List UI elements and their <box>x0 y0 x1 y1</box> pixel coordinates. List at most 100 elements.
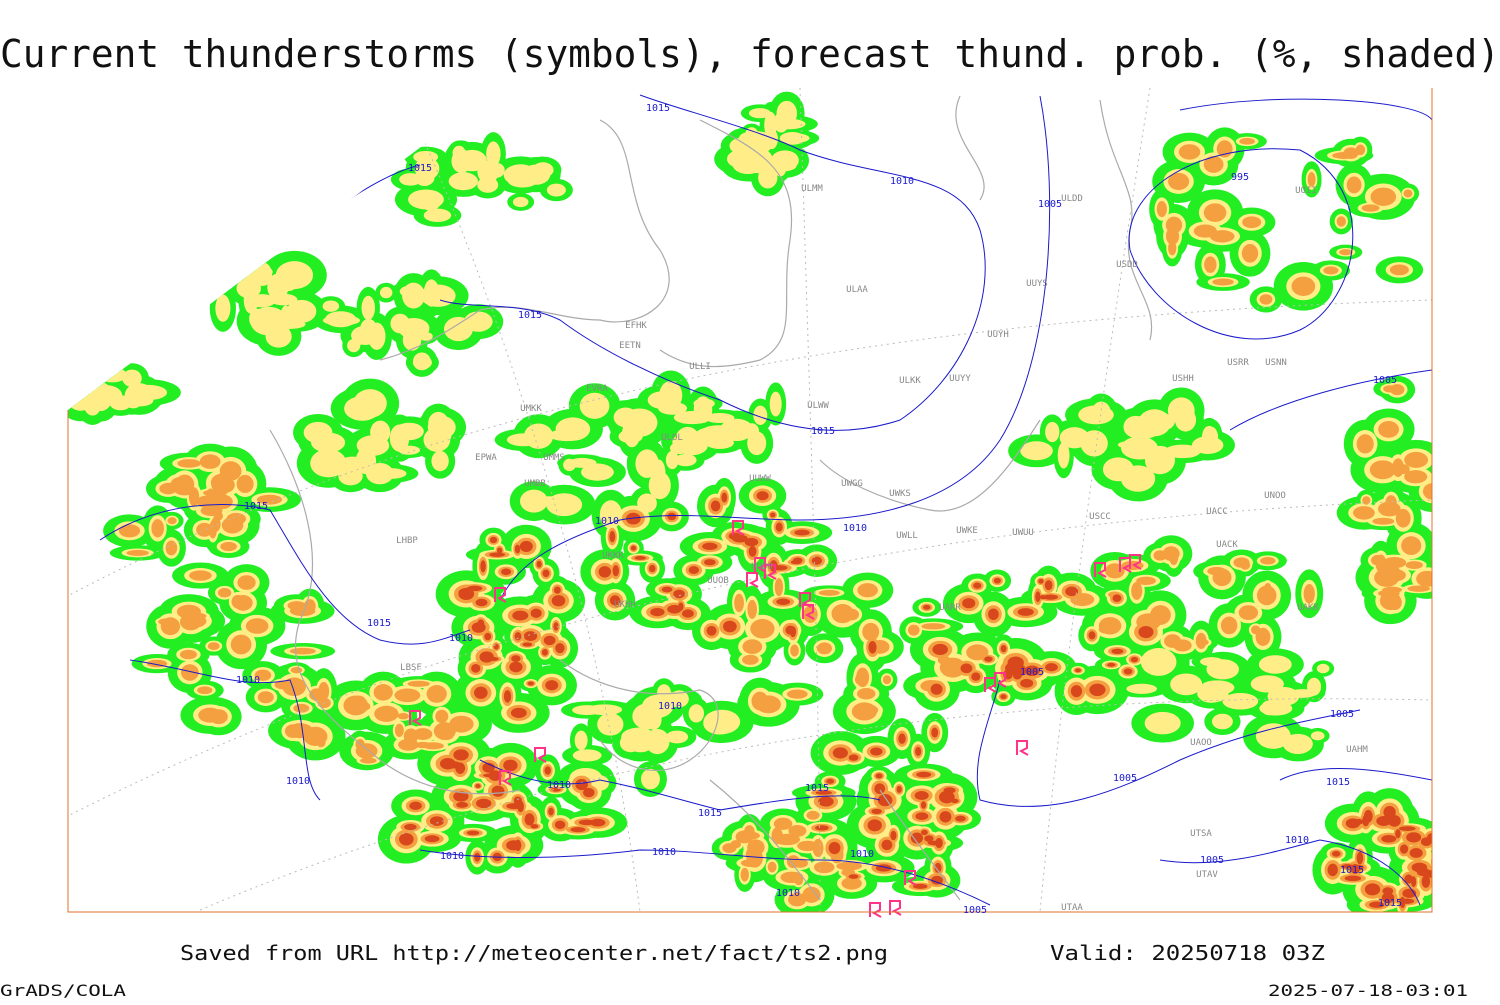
isobar-label: 1005 <box>1200 855 1224 866</box>
probability-area <box>1239 138 1256 145</box>
probability-area <box>524 813 535 826</box>
probability-area <box>1168 172 1190 191</box>
station-label: UWKE <box>956 526 978 536</box>
isobars <box>99 94 1432 906</box>
station-label: EVRA <box>586 384 608 394</box>
probability-area <box>669 690 689 708</box>
isobar-label: 1015 <box>367 618 391 629</box>
station-label: UAOO <box>1190 738 1212 748</box>
isobar-label: 1015 <box>408 163 432 174</box>
thunderstorm-symbol <box>869 902 882 918</box>
probability-area <box>1336 216 1346 227</box>
probability-area <box>109 395 132 411</box>
probability-area <box>1136 576 1156 586</box>
probability-area <box>1399 896 1406 909</box>
probability-area <box>767 861 777 873</box>
probability-area <box>1123 668 1133 675</box>
probability-area <box>857 687 876 700</box>
probability-area <box>1310 731 1325 741</box>
station-label: UARR <box>939 603 961 613</box>
probability-area <box>355 743 378 759</box>
probability-area <box>693 398 715 409</box>
probability-area <box>583 787 595 798</box>
probability-area <box>916 771 932 778</box>
probability-area <box>1401 536 1422 556</box>
probability-area <box>609 530 616 543</box>
probability-area <box>674 453 697 467</box>
probability-area <box>466 830 480 836</box>
station-label: UUYH <box>987 330 1009 340</box>
probability-area <box>818 796 834 807</box>
probability-area <box>1088 631 1096 640</box>
probability-area <box>215 294 231 322</box>
probability-area <box>871 808 882 815</box>
probability-area <box>365 462 394 485</box>
probability-area <box>813 861 835 874</box>
probability-area <box>511 655 521 663</box>
probability-area <box>867 819 882 832</box>
probability-area <box>486 141 501 167</box>
probability-area <box>815 825 829 831</box>
station-label: EETN <box>619 341 641 351</box>
probability-area <box>672 433 703 451</box>
probability-area <box>841 877 862 890</box>
station-label: USRR <box>1227 358 1249 368</box>
probability-area <box>748 545 757 557</box>
probability-area <box>293 703 310 713</box>
probability-area <box>971 672 981 681</box>
station-label: UMKK <box>520 404 542 414</box>
probability-area <box>233 595 253 611</box>
probability-area <box>1339 249 1353 256</box>
probability-area <box>1238 605 1259 621</box>
probability-area <box>848 874 859 879</box>
probability-area <box>453 749 469 761</box>
probability-area <box>920 829 928 836</box>
probability-area <box>857 583 878 598</box>
probability-area <box>836 861 863 871</box>
probability-area <box>721 492 728 503</box>
station-label: UAHM <box>1346 745 1368 755</box>
timestamp: 2025-07-18-03:01 <box>1268 981 1468 1000</box>
probability-area <box>339 456 367 470</box>
probability-area <box>423 208 452 222</box>
probability-area <box>1059 427 1090 449</box>
probability-area <box>404 823 417 831</box>
probability-area <box>776 598 791 605</box>
probability-area <box>1291 276 1316 297</box>
probability-area <box>230 634 252 655</box>
probability-area <box>1409 848 1423 858</box>
probability-area <box>546 493 583 517</box>
coastline <box>379 119 670 361</box>
probability-area <box>744 537 759 547</box>
probability-area <box>367 322 386 350</box>
probability-area <box>477 619 485 628</box>
probability-area <box>915 746 922 756</box>
probability-area <box>1346 176 1362 194</box>
probability-area <box>1204 256 1217 273</box>
probability-area <box>439 757 456 770</box>
probability-area <box>488 770 502 781</box>
station-label: ULLI <box>689 362 711 372</box>
isobar-label: 1010 <box>652 847 676 858</box>
probability-area <box>1398 826 1416 831</box>
probability-area <box>826 778 835 784</box>
probability-area <box>419 331 433 341</box>
probability-area <box>452 145 466 160</box>
isobar-label: 1015 <box>698 808 722 819</box>
isobar-label: 995 <box>1231 172 1249 183</box>
station-label: UMBB <box>524 479 546 489</box>
probability-area <box>181 664 199 681</box>
probability-area <box>236 278 261 299</box>
thunderstorm-symbol <box>534 747 547 763</box>
probability-area <box>126 549 149 557</box>
probability-area <box>555 643 565 654</box>
probability-area <box>794 875 804 886</box>
probability-area <box>501 568 512 576</box>
probability-area <box>665 450 679 470</box>
probability-area <box>912 883 928 889</box>
probability-area <box>196 522 213 537</box>
probability-area <box>207 642 220 650</box>
probability-area <box>177 459 201 468</box>
probability-area <box>1130 656 1139 663</box>
probability-area <box>197 686 213 695</box>
